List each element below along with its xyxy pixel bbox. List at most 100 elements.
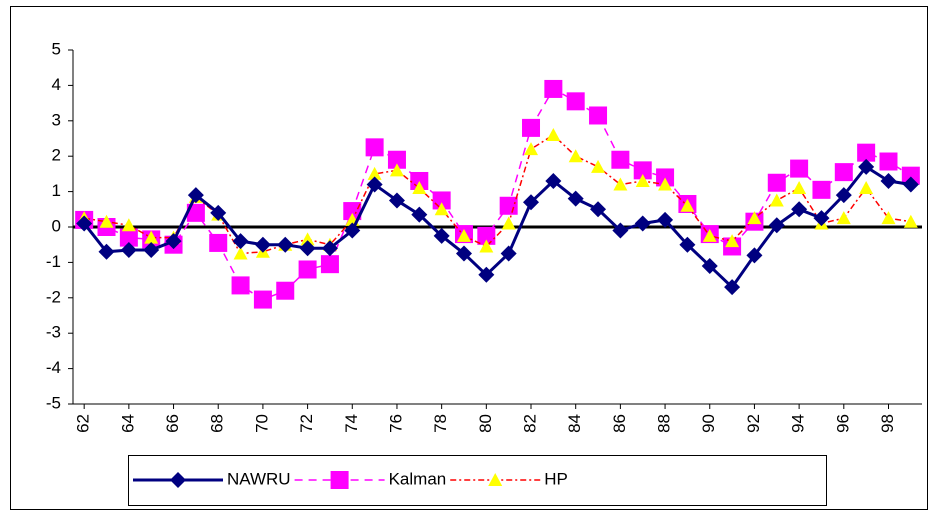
marker [881,211,896,225]
marker [500,245,517,262]
marker [477,226,496,245]
marker [834,163,853,182]
marker [767,173,786,192]
marker [187,187,204,204]
x-tick-label: 70 [252,414,271,433]
marker [567,190,584,207]
marker [412,181,427,195]
x-tick-label: 82 [520,414,539,433]
marker [768,217,785,234]
marker [231,276,250,295]
marker [546,127,561,141]
y-tick-label: -2 [46,287,61,306]
marker [589,106,608,125]
marker [76,215,93,232]
marker [321,240,338,257]
marker [276,281,295,300]
marker [389,163,404,177]
x-tick-label: 88 [655,414,674,433]
series-line [82,164,912,290]
marker [344,222,361,239]
marker [210,204,227,221]
marker [143,242,160,259]
marker [613,177,628,191]
y-tick-label: -5 [46,393,61,412]
y-tick-label: -3 [46,323,61,342]
series-line [84,134,911,255]
marker [144,230,159,244]
marker [857,143,876,162]
x-tick-label: 74 [342,414,361,433]
marker [680,198,695,212]
x-tick-label: 72 [297,414,316,433]
marker [701,257,718,274]
marker [343,202,362,221]
marker [903,214,918,228]
legend-marker [330,471,349,489]
marker [590,201,607,218]
x-tick-label: 94 [789,414,808,433]
x-tick-label: 78 [431,414,450,433]
marker [232,233,249,250]
marker [725,234,740,248]
marker [658,177,673,191]
marker [635,173,650,187]
marker [656,168,675,187]
legend-label: Kalman [389,469,447,488]
x-tick-label: 92 [744,414,763,433]
marker [478,266,495,283]
marker [119,228,138,247]
marker [901,166,920,185]
marker [254,236,271,253]
marker [387,150,406,169]
marker [410,171,429,190]
marker [366,176,383,193]
marker [120,242,137,259]
x-tick-label: 86 [610,414,629,433]
marker [812,180,831,199]
marker [209,233,228,252]
marker [277,236,294,253]
marker [790,159,809,178]
marker [121,218,136,232]
marker [299,240,316,257]
marker [456,228,471,242]
marker [591,159,606,173]
marker [253,290,272,309]
y-tick-label: 4 [52,75,61,94]
marker [186,203,205,222]
marker [545,172,562,189]
x-tick-label: 84 [565,414,584,433]
x-tick-label: 66 [163,414,182,433]
legend-marker [170,472,186,488]
legend-label: HP [544,469,568,488]
marker [792,181,807,195]
y-tick-label: 3 [52,110,61,129]
marker [300,232,315,246]
marker [99,214,114,228]
marker [568,149,583,163]
marker [612,222,629,239]
x-tick-label: 98 [878,414,897,433]
marker [679,236,696,253]
y-tick-label: 5 [52,39,61,58]
marker [747,211,762,225]
marker [813,210,830,227]
marker [455,245,472,262]
marker [859,181,874,195]
marker [657,211,674,228]
marker [858,158,875,175]
y-tick-label: -4 [46,358,61,377]
y-tick-label: -1 [46,252,61,271]
y-tick-label: 2 [52,146,61,165]
marker [411,206,428,223]
legend-marker [488,473,503,486]
marker [836,211,851,225]
marker [523,194,540,211]
marker [633,161,652,180]
x-tick-label: 76 [386,414,405,433]
marker [902,176,919,193]
marker [879,152,898,171]
